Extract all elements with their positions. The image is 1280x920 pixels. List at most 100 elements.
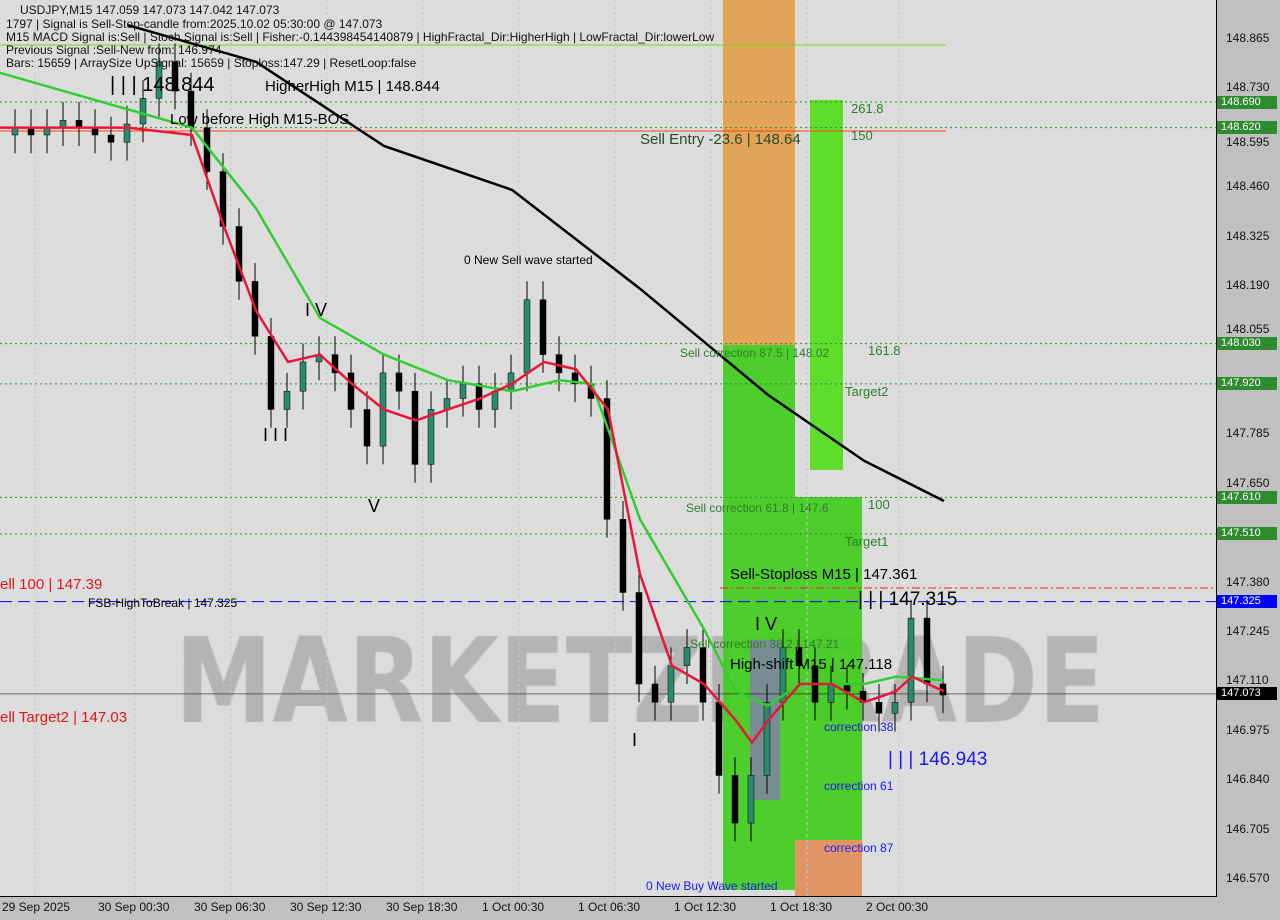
x-tick-label: 30 Sep 06:30	[194, 900, 266, 914]
sell-entry-label: Sell Entry -23.6 | 148.64	[640, 131, 801, 148]
candle-body	[683, 647, 691, 666]
candle-body	[891, 702, 899, 714]
price-tag: 148.620	[1217, 121, 1277, 135]
price-tag: 147.610	[1217, 490, 1277, 504]
y-tick-label: 146.570	[1226, 870, 1270, 885]
zone-rect	[795, 497, 862, 840]
y-tick-label: 147.245	[1226, 623, 1270, 638]
y-tick-label: 146.840	[1226, 772, 1270, 787]
x-tick-label: 1 Oct 12:30	[674, 900, 737, 914]
candle-body	[619, 519, 627, 593]
x-tick-label: 30 Sep 18:30	[386, 900, 458, 914]
candle-body	[907, 617, 915, 703]
fib-261-label: 261.8	[851, 101, 884, 116]
level-146943-label: | | | 146.943	[888, 749, 988, 770]
moving-average-line	[127, 23, 945, 503]
correction-38-label: correction 38	[824, 720, 894, 734]
y-tick-label: 148.865	[1226, 31, 1270, 45]
candle-body	[763, 702, 771, 776]
candle-body	[299, 361, 307, 392]
sell-correction-618-label: Sell correction 61.8 | 147.6	[686, 501, 829, 515]
y-tick-label: 148.460	[1226, 179, 1270, 194]
y-tick-label: 147.380	[1226, 574, 1270, 589]
x-tick-label: 2 Oct 00:30	[866, 900, 929, 914]
price-tag: 148.690	[1217, 95, 1277, 109]
candle-body	[107, 134, 115, 143]
target2-label: Target2	[845, 384, 889, 399]
candle-body	[923, 617, 931, 685]
sell-correction-875-label: Sell correction 87.5 | 148.02	[680, 346, 830, 360]
x-tick-label: 29 Sep 2025	[2, 900, 71, 914]
fib-150-label: 150	[851, 128, 873, 143]
candle-body	[667, 665, 675, 703]
candle-body	[747, 775, 755, 824]
zone-rect	[810, 100, 843, 470]
y-tick-label: 148.325	[1226, 228, 1270, 243]
price-tag: 148.030	[1217, 337, 1277, 351]
candle-body	[331, 354, 339, 374]
moving-average-line	[0, 126, 945, 745]
x-tick-label: 1 Oct 06:30	[578, 900, 641, 914]
correction-87-label: correction 87	[824, 841, 894, 855]
x-tick-label: 1 Oct 00:30	[482, 900, 545, 914]
y-tick-label: 148.595	[1226, 135, 1270, 150]
symbol-info: USDJPY,M15 147.059 147.073 147.042 147.0…	[20, 3, 280, 17]
target1-label: Target1	[845, 534, 889, 549]
new-sell-wave-label: 0 New Sell wave started	[464, 253, 593, 267]
low-before-high-label: Low before High M15-BOS	[170, 111, 350, 128]
higher-high-label: HigherHigh M15 | 148.844	[265, 78, 440, 95]
price-chart	[0, 0, 1216, 896]
y-tick-label: 146.975	[1226, 722, 1270, 737]
indicator-info: M15 MACD Signal is:Sell | Stoch Signal i…	[6, 30, 715, 44]
y-tick-label: 147.650	[1226, 475, 1270, 490]
candle-body	[875, 702, 883, 714]
x-tick-label: 1 Oct 18:30	[770, 900, 833, 914]
x-tick-label: 30 Sep 12:30	[290, 900, 362, 914]
high-label: | | | 148.844	[110, 74, 215, 96]
candle-body	[715, 702, 723, 776]
correction-61-label: correction 61	[824, 779, 894, 793]
candle-body	[635, 592, 643, 685]
candle-body	[731, 775, 739, 824]
y-tick-label: 147.785	[1226, 426, 1270, 441]
price-tag: 147.073	[1217, 687, 1277, 701]
candle-body	[571, 372, 579, 385]
price-tag: 147.510	[1217, 527, 1277, 541]
candle-body	[123, 123, 131, 143]
price-tag: 147.920	[1217, 377, 1277, 391]
price-tag: 147.325	[1217, 595, 1277, 609]
sell-correction-382-label: Sell correction 38.2 | 147.21	[690, 637, 840, 651]
y-tick-label: 148.055	[1226, 322, 1270, 337]
candle-body	[155, 61, 163, 99]
candle-body	[395, 372, 403, 392]
candle-body	[699, 647, 707, 703]
y-tick-label: 147.110	[1226, 673, 1269, 688]
candle-body	[267, 336, 275, 410]
candle-body	[283, 390, 291, 410]
sell-target2-label: ell Target2 | 147.03	[0, 709, 128, 726]
candle-body	[171, 61, 179, 92]
candle-body	[827, 683, 835, 703]
level-147315-label: | | | 147.315	[858, 589, 958, 610]
candle-body	[411, 390, 419, 465]
candle-body	[363, 409, 371, 447]
candle-body	[139, 98, 147, 125]
candle-body	[795, 647, 803, 666]
fib-1618-label: 161.8	[868, 343, 901, 358]
bars-info: Bars: 15659 | ArraySize UpSignal: 15659 …	[6, 56, 417, 70]
new-buy-wave-label: 0 New Buy Wave started	[646, 879, 778, 893]
wave-iv-label: I V	[305, 300, 328, 320]
candle-body	[235, 226, 243, 282]
candle-body	[603, 398, 611, 520]
wave-iii-label: I I I	[263, 425, 289, 445]
previous-signal-info: Previous Signal :Sell-New from: 146.974	[6, 43, 222, 57]
fsb-label: FSB-HighToBreak | 147.325	[88, 596, 238, 610]
high-shift-label: High-shift M15 | 147.118	[730, 656, 893, 673]
candle-body	[347, 372, 355, 410]
candle-body	[523, 299, 531, 374]
y-tick-label: 146.705	[1226, 821, 1270, 836]
zone-rect	[723, 0, 795, 345]
signal-info: 1797 | Signal is Sell-Stop-candle from:2…	[6, 17, 383, 31]
candle-body	[427, 409, 435, 465]
candle-body	[651, 683, 659, 703]
